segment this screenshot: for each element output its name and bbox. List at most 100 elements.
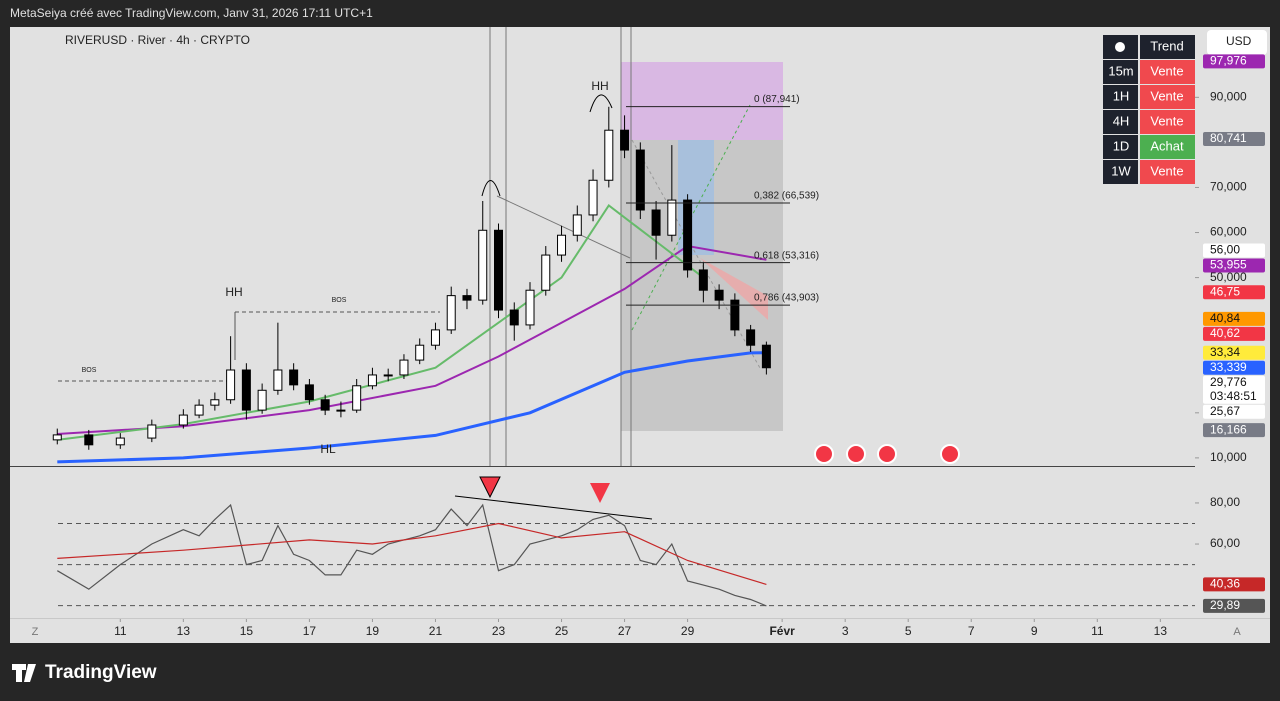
candle-body — [84, 434, 94, 446]
annotation: BOS — [332, 297, 347, 304]
y-tick-label: 60,00 — [1210, 536, 1240, 550]
price-label-box — [1203, 577, 1265, 592]
price-label: 80,741 — [1210, 131, 1247, 145]
table-cell — [1103, 85, 1138, 109]
price-label: 40,62 — [1210, 326, 1240, 340]
price-label-box — [1203, 326, 1265, 341]
candle-body — [604, 129, 614, 181]
flags — [814, 444, 960, 464]
price-label: 25,67 — [1210, 404, 1240, 418]
price-label: 33,339 — [1210, 360, 1247, 374]
price-label-box — [1203, 243, 1265, 258]
x-tick-label: 17 — [303, 624, 317, 638]
x-tick-label: 3 — [842, 624, 849, 638]
table-cell — [1103, 160, 1138, 184]
candle-body — [462, 295, 472, 301]
price-label-box — [1203, 598, 1265, 613]
annotation: HH — [591, 79, 608, 93]
signal-cell — [1140, 110, 1195, 134]
currency-button[interactable] — [1207, 30, 1267, 55]
x-tick-label: 29 — [681, 624, 695, 638]
signal: Vente — [1150, 63, 1183, 78]
moving-average — [57, 204, 705, 441]
candle-body — [367, 374, 377, 387]
moving-average — [57, 244, 767, 435]
timeframe: 1H — [1113, 88, 1130, 103]
x-tick-label: 21 — [429, 624, 443, 638]
price-label: 29,776 — [1210, 375, 1247, 389]
x-tick-label: 13 — [177, 624, 191, 638]
axis-toggle[interactable]: Z — [32, 626, 39, 638]
x-tick-label: 7 — [968, 624, 975, 638]
candle-body — [383, 374, 393, 377]
annotation: HL — [320, 442, 336, 456]
price-label: 53,955 — [1210, 258, 1247, 272]
timeframe: 1D — [1113, 138, 1130, 153]
price-label: 40,84 — [1210, 311, 1240, 325]
price-label-box — [1203, 258, 1265, 273]
clock-icon — [1115, 42, 1125, 52]
divergence — [454, 476, 653, 520]
price-label-box — [1203, 404, 1265, 419]
price-label-box — [1203, 54, 1265, 69]
candle-body — [52, 434, 62, 441]
candle-body — [226, 369, 236, 401]
candle-body — [430, 329, 440, 346]
price-label-box — [1203, 423, 1265, 438]
candle-body — [509, 309, 519, 326]
candle-body — [493, 229, 503, 311]
target-zone — [621, 62, 783, 140]
signal-cell — [1140, 135, 1195, 159]
candle-body — [273, 369, 283, 391]
candle-body — [667, 199, 677, 236]
annotation: BOS — [82, 367, 97, 374]
annotation: HH — [225, 285, 242, 299]
candle-body — [178, 414, 188, 426]
fib-label: 0,618 (53,316) — [754, 250, 819, 261]
moving-average — [57, 351, 767, 464]
trend-table: Trend 15m Vente 1H Vente 4H Vente 1D Achat 1W Vent… — [1103, 35, 1195, 184]
x-tick-label: 5 — [905, 624, 912, 638]
candle-body — [761, 344, 771, 369]
currency-label[interactable]: USD — [1226, 34, 1252, 48]
flag — [846, 444, 866, 464]
x-tick-label: Févr — [769, 624, 795, 638]
price-label: 33,34 — [1210, 345, 1240, 359]
flag — [940, 444, 960, 464]
price-label: 40,36 — [1210, 577, 1240, 591]
signal: Vente — [1150, 113, 1183, 128]
candle-body — [714, 289, 724, 301]
y-tick-label: 80,00 — [1210, 495, 1240, 509]
axis-toggle[interactable]: A — [1233, 626, 1241, 638]
table-cell — [1103, 60, 1138, 84]
x-tick-label: 9 — [1031, 624, 1038, 638]
signal-cell — [1140, 160, 1195, 184]
fib-label: 0,382 (66,539) — [754, 191, 819, 202]
x-tick-label: 13 — [1154, 624, 1168, 638]
oscillator-line — [56, 503, 767, 607]
candle-body — [257, 389, 267, 411]
table-cell — [1103, 135, 1138, 159]
candle-body — [572, 214, 582, 236]
price-label-box — [1203, 375, 1265, 404]
arrow — [590, 483, 610, 503]
flag — [814, 444, 834, 464]
candle-body — [352, 385, 362, 411]
candle-body — [683, 199, 693, 271]
candle-body — [336, 409, 346, 412]
signal-cell — [1140, 60, 1195, 84]
candle-body — [320, 399, 330, 411]
candle-body — [525, 289, 535, 326]
price-label-box — [1203, 345, 1265, 360]
timeframe: 15m — [1108, 63, 1133, 78]
candle-body — [194, 404, 204, 416]
price-label: 29,89 — [1210, 598, 1240, 612]
brand: TradingView — [45, 662, 157, 683]
price-label-box — [1203, 132, 1265, 147]
candle-body — [588, 179, 598, 216]
projection — [700, 258, 768, 320]
candle-body — [415, 344, 425, 361]
price-label: 56,00 — [1210, 243, 1240, 257]
